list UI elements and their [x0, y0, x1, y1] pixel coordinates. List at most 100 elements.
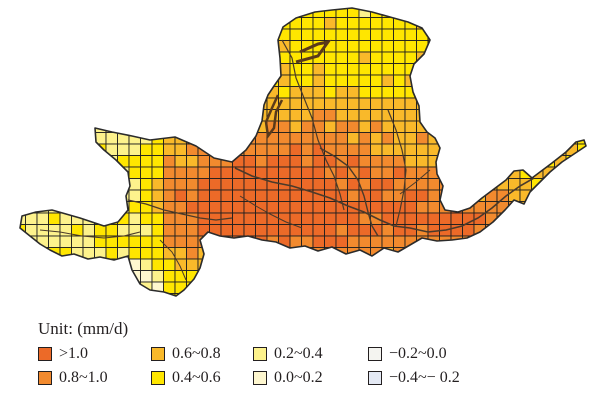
grid-cell [117, 120, 130, 133]
grid-cell [266, 166, 279, 179]
grid-cell [393, 235, 406, 248]
grid-cell [255, 109, 268, 122]
grid-cell [197, 74, 210, 87]
grid-cell [324, 224, 337, 237]
grid-cell [163, 97, 176, 110]
grid-cell [519, 40, 532, 53]
legend-swatch [151, 371, 165, 385]
grid-cell [278, 120, 291, 133]
grid-cell [312, 166, 325, 179]
grid-cell [82, 132, 95, 145]
grid-cell [232, 51, 245, 64]
grid-cell [140, 63, 153, 76]
grid-cell [439, 97, 452, 110]
grid-cell [404, 28, 417, 41]
grid-cell [370, 270, 383, 283]
grid-cell [20, 201, 26, 214]
grid-cell [450, 109, 463, 122]
grid-cell [370, 143, 383, 156]
grid-cell [554, 132, 567, 145]
grid-cell [485, 166, 498, 179]
grid-cell [542, 178, 555, 191]
grid-cell [347, 143, 360, 156]
grid-cell [71, 74, 84, 87]
grid-cell [197, 86, 210, 99]
grid-cell [255, 224, 268, 237]
grid-cell [117, 28, 130, 41]
grid-cell [335, 51, 348, 64]
grid-cell [48, 258, 61, 271]
grid-cell [301, 120, 314, 133]
grid-cell [186, 212, 199, 225]
grid-cell [542, 28, 555, 41]
grid-cell [450, 258, 463, 271]
grid-cell [20, 132, 26, 145]
grid-cell [59, 178, 72, 191]
grid-cell [59, 201, 72, 214]
grid-cell [347, 17, 360, 30]
grid-cell [174, 224, 187, 237]
grid-cell [565, 212, 578, 225]
grid-cell [36, 247, 49, 260]
grid-cell [324, 132, 337, 145]
grid-cell [186, 86, 199, 99]
grid-cell [301, 212, 314, 225]
grid-cell [220, 270, 233, 283]
grid-cell [519, 235, 532, 248]
grid-cell [358, 270, 371, 283]
grid-cell [577, 293, 586, 296]
grid-cell [439, 8, 452, 18]
grid-cell [151, 178, 164, 191]
grid-cell [174, 189, 187, 202]
grid-cell [117, 178, 130, 191]
grid-cell [151, 258, 164, 271]
grid-cell [565, 97, 578, 110]
grid-cell [589, 87, 600, 99]
grid-cell [473, 155, 486, 168]
grid-cell [71, 166, 84, 179]
grid-cell [542, 212, 555, 225]
grid-cell [278, 86, 291, 99]
grid-cell [163, 86, 176, 99]
grid-cell [82, 120, 95, 133]
grid-cell [186, 201, 199, 214]
grid-cell [140, 224, 153, 237]
grid-cell [36, 178, 49, 191]
grid-cell [427, 120, 440, 133]
grid-cell [485, 132, 498, 145]
grid-cell [266, 258, 279, 271]
grid-cell [266, 247, 279, 260]
grid-cell [473, 247, 486, 260]
grid-cell [25, 74, 38, 87]
grid-cell [71, 132, 84, 145]
grid-cell [450, 40, 463, 53]
grid-cell [370, 166, 383, 179]
grid-cell [20, 8, 26, 18]
grid-cell [301, 224, 314, 237]
grid-cell [427, 74, 440, 87]
grid-cell [589, 64, 600, 76]
grid-cell [335, 212, 348, 225]
grid-cell [186, 120, 199, 133]
grid-cell [94, 8, 107, 18]
grid-cell [565, 293, 578, 296]
grid-cell [232, 201, 245, 214]
grid-cell [289, 212, 302, 225]
grid-cell [278, 293, 291, 296]
grid-cell [416, 132, 429, 145]
grid-cell [335, 166, 348, 179]
grid-cell [301, 258, 314, 271]
grid-cell [20, 97, 26, 110]
grid-cell [358, 166, 371, 179]
grid-cell [381, 281, 394, 294]
grid-cell [255, 155, 268, 168]
grid-cell [496, 109, 509, 122]
grid-cell [117, 235, 130, 248]
grid-cell [48, 270, 61, 283]
legend-item-gt-1-0: >1.0 [38, 345, 88, 363]
grid-cell [347, 235, 360, 248]
grid-cell [335, 74, 348, 87]
grid-cell [243, 17, 256, 30]
grid-cell [232, 120, 245, 133]
grid-cell [25, 17, 38, 30]
